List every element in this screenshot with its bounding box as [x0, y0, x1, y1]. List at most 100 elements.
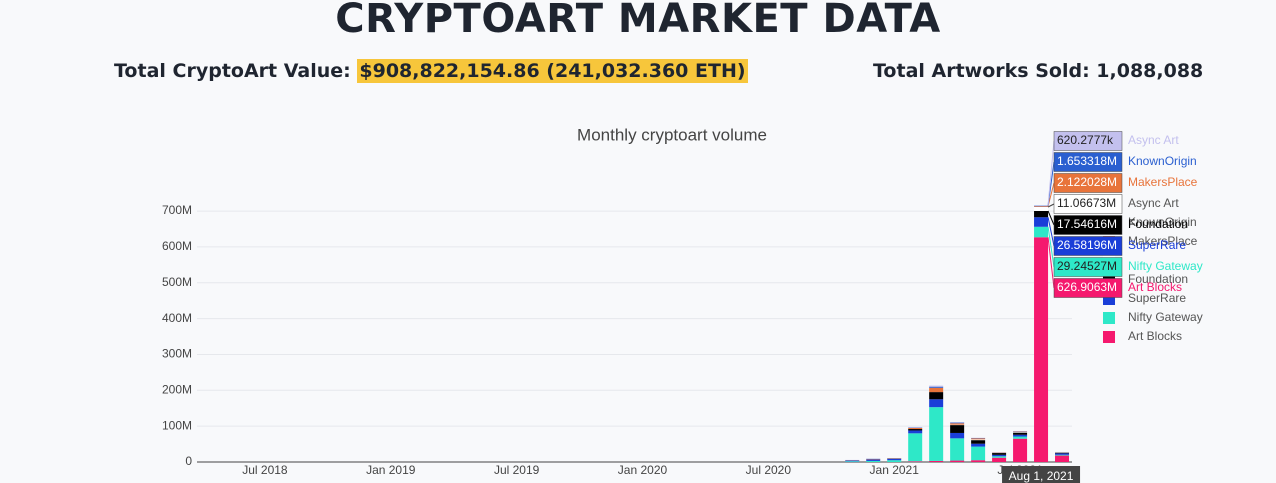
x-tick-label: Jan 2021 — [870, 463, 920, 477]
x-tick-label: Jul 2019 — [494, 463, 540, 477]
hover-value: 620.2777k — [1057, 133, 1114, 147]
page-title: CRYPTOART MARKET DATA — [335, 0, 941, 42]
bar-segment — [866, 459, 881, 461]
hover-box — [1053, 257, 1123, 277]
bar-segment — [1034, 210, 1049, 218]
bar-segment — [1013, 432, 1028, 435]
bar-segment — [908, 430, 923, 434]
bar-segment — [1034, 237, 1049, 462]
bar-segment — [1034, 205, 1049, 207]
hover-box — [1053, 173, 1123, 193]
bar-segment — [971, 440, 986, 444]
hover-value: 26.58196M — [1057, 238, 1117, 252]
bar-segment — [971, 443, 986, 447]
hover-x-label: Aug 1, 2021 — [1009, 469, 1074, 483]
hover-box — [1053, 194, 1123, 214]
legend-label: Foundation — [1128, 272, 1188, 286]
bar-segment — [1034, 217, 1049, 227]
bar-segment — [1013, 436, 1028, 439]
x-tick-label: Jan 2020 — [618, 463, 668, 477]
bar-segment — [866, 460, 881, 462]
total-value: Total CryptoArt Value: $908,822,154.86 (… — [114, 59, 748, 83]
legend-swatch — [1103, 312, 1115, 324]
hover-box — [1053, 236, 1123, 256]
bar-segment — [950, 432, 965, 439]
hover-connector — [1047, 182, 1055, 207]
bar-segment — [1013, 438, 1028, 462]
x-tick-label: Jul 2018 — [242, 463, 288, 477]
bar-segment — [992, 454, 1007, 457]
hover-connector — [1047, 203, 1055, 208]
y-tick-label: 200M — [162, 382, 192, 396]
bar-segment — [971, 438, 986, 440]
bar-segment — [992, 456, 1007, 458]
bar-segment — [950, 438, 965, 461]
bar-segment — [929, 386, 944, 388]
bar-segment — [908, 433, 923, 462]
bar-segment — [845, 461, 860, 462]
bar-segment — [929, 392, 944, 400]
bar-segment — [929, 407, 944, 461]
bar-segment — [929, 387, 944, 393]
legend-label: Async Art — [1128, 196, 1179, 210]
bar-segment — [908, 429, 923, 431]
bar-segment — [845, 460, 860, 462]
hover-name: Nifty Gateway — [1128, 259, 1203, 273]
bar-segment — [950, 460, 965, 462]
bar-segment — [929, 399, 944, 408]
hover-box — [1053, 131, 1123, 151]
bar-segment — [1034, 226, 1049, 238]
bar-segment — [1055, 452, 1070, 454]
hover-name: Async Art — [1128, 133, 1179, 147]
bar-segment — [887, 460, 902, 462]
bar-segment — [908, 427, 923, 430]
stat-label: Total CryptoArt Value: — [114, 60, 351, 82]
x-tick-label: Jul 2020 — [746, 463, 792, 477]
hover-name: SuperRare — [1128, 238, 1186, 252]
hover-name: KnownOrigin — [1128, 154, 1197, 168]
legend-label: Nifty Gateway — [1128, 310, 1203, 324]
hover-connector — [1047, 217, 1055, 247]
bar-segment — [950, 422, 965, 424]
total-sold: Total Artworks Sold: 1,088,088 — [873, 60, 1203, 82]
hover-value: 11.06673M — [1057, 196, 1116, 210]
bar-segment — [1013, 431, 1028, 433]
hover-name: MakersPlace — [1128, 175, 1198, 189]
bar-segment — [992, 453, 1007, 455]
bar-segment — [1013, 434, 1028, 437]
bar-segment — [992, 457, 1007, 462]
bar-segment — [971, 446, 986, 461]
hover-box — [1053, 152, 1123, 172]
hover-name: Foundation — [1128, 217, 1188, 231]
hover-connector — [1047, 210, 1055, 226]
hover-value: 29.24527M — [1057, 259, 1117, 273]
legend-swatch — [1103, 331, 1115, 343]
y-tick-label: 0 — [185, 454, 192, 468]
y-tick-label: 300M — [162, 347, 192, 361]
hover-box — [1053, 278, 1123, 298]
legend-label: MakersPlace — [1128, 234, 1198, 248]
x-tick-label: Jan 2019 — [366, 463, 416, 477]
hover-connector — [1047, 237, 1055, 289]
bar-segment — [950, 423, 965, 425]
stat-value: $908,822,154.86 (241,032.360 ETH) — [357, 59, 748, 83]
bar-segment — [971, 439, 986, 441]
legend-label: KnownOrigin — [1128, 215, 1197, 229]
stat-label: Total Artworks Sold: — [873, 60, 1090, 82]
y-tick-label: 600M — [162, 239, 192, 253]
bar-segment — [1034, 207, 1049, 211]
hover-connector — [1047, 140, 1055, 206]
hover-value: 1.653318M — [1057, 154, 1117, 168]
hover-name: Art Blocks — [1128, 280, 1182, 294]
hover-value: 626.9063M — [1057, 280, 1117, 294]
y-tick-label: 700M — [162, 203, 192, 217]
chart-title: Monthly cryptoart volume — [577, 125, 767, 144]
stat-value: 1,088,088 — [1096, 60, 1204, 82]
bar-segment — [1055, 454, 1070, 456]
legend-label: SuperRare — [1128, 291, 1186, 305]
bar-segment — [950, 425, 965, 433]
hover-value: 2.122028M — [1057, 175, 1117, 189]
bar-segment — [1034, 206, 1049, 208]
